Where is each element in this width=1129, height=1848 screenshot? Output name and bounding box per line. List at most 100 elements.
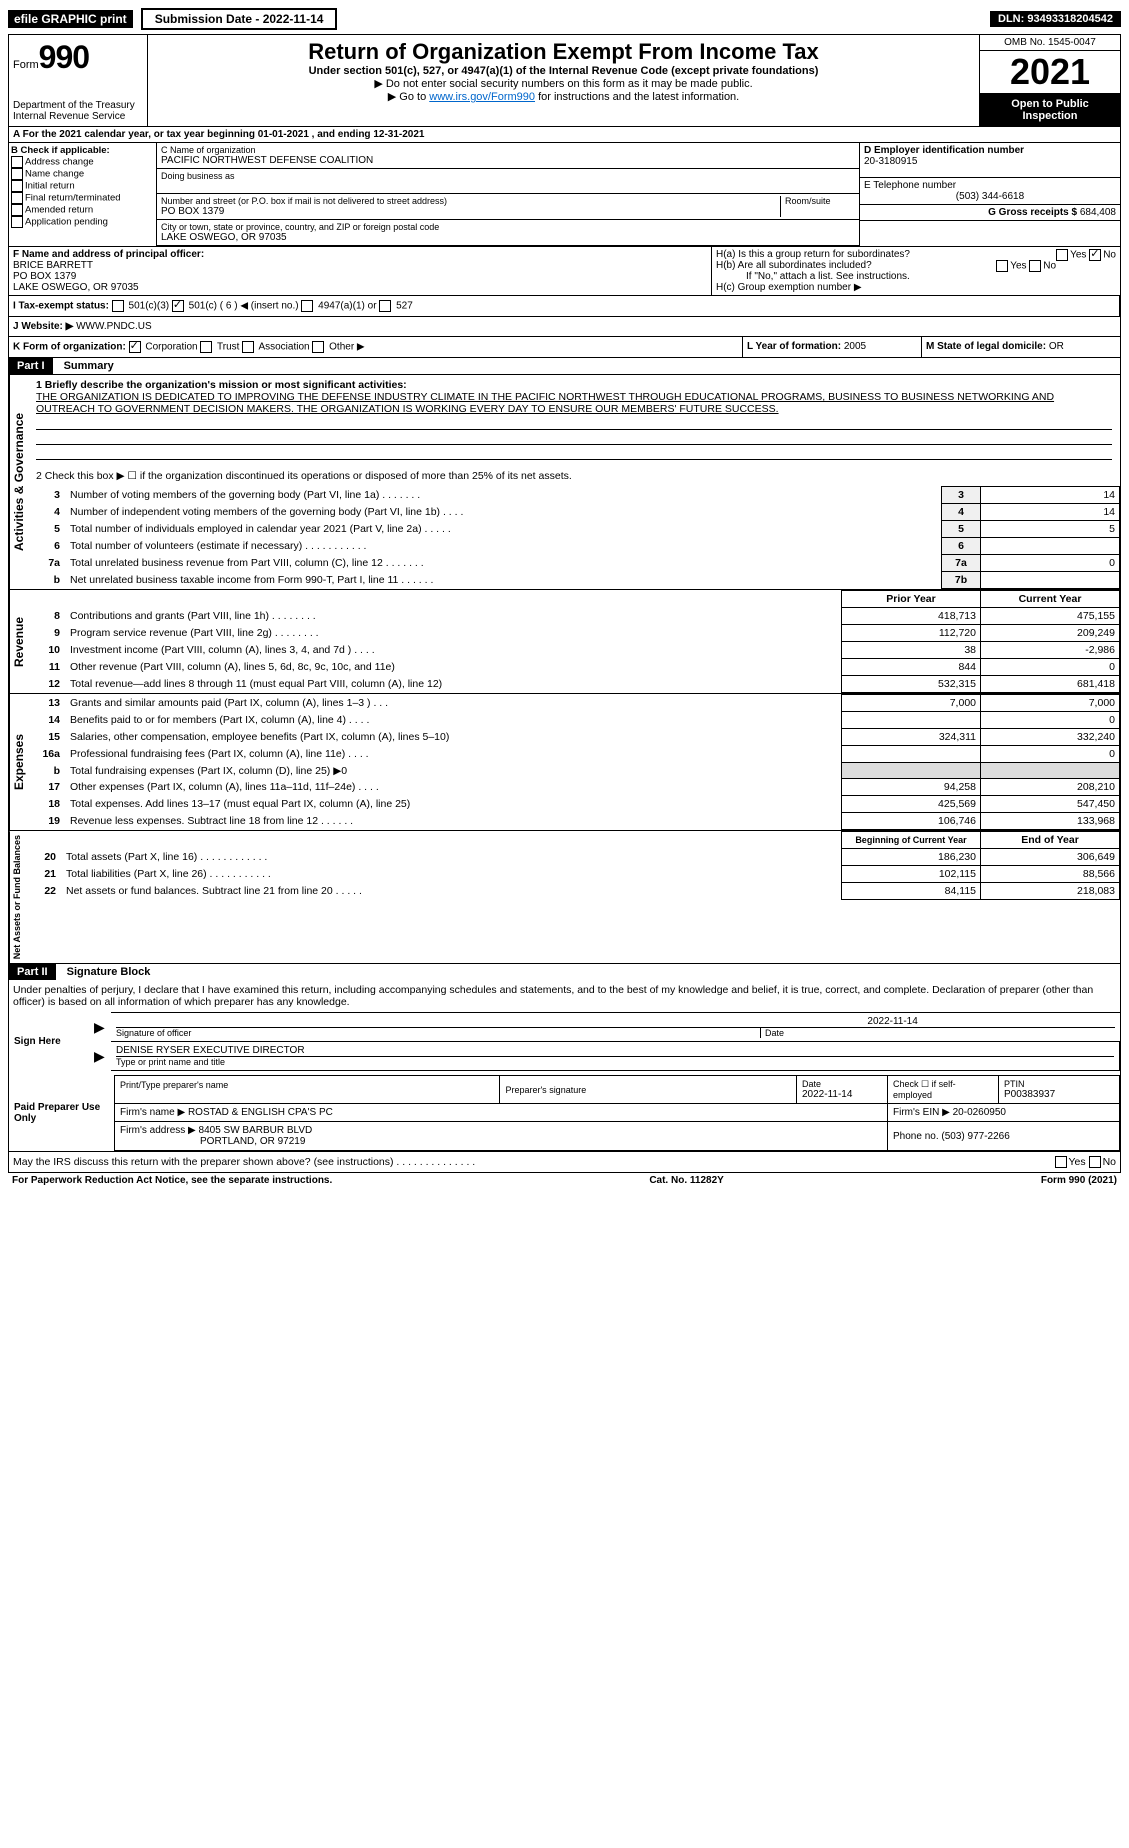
- part-2: Part II Signature Block: [9, 963, 1120, 980]
- room-label: Room/suite: [785, 196, 855, 206]
- subtitle-2: ▶ Do not enter social security numbers o…: [152, 77, 975, 90]
- net-assets-table: Beginning of Current Year End of Year 20…: [24, 831, 1120, 900]
- section-b-row: B Check if applicable: Address change Na…: [9, 143, 1120, 246]
- table-row: 7aTotal unrelated business revenue from …: [28, 555, 1120, 572]
- dba-label: Doing business as: [161, 171, 855, 181]
- check-final[interactable]: Final return/terminated: [11, 192, 154, 204]
- submission-date: Submission Date - 2022-11-14: [141, 8, 338, 30]
- signature-table: Sign Here ▶ 2022-11-14 Signature of offi…: [9, 1012, 1120, 1071]
- table-row: 9Program service revenue (Part VIII, lin…: [28, 625, 1120, 642]
- section-l: L Year of formation: 2005: [743, 337, 922, 357]
- sig-date: 2022-11-14: [718, 1016, 1067, 1027]
- org-city: LAKE OSWEGO, OR 97035: [161, 232, 855, 243]
- dln: DLN: 93493318204542: [990, 11, 1121, 27]
- efile-label: efile GRAPHIC print: [8, 10, 133, 28]
- g-label: G Gross receipts $: [988, 207, 1077, 218]
- subtitle-3: ▶ Go to www.irs.gov/Form990 for instruct…: [152, 90, 975, 103]
- table-row: 14Benefits paid to or for members (Part …: [28, 712, 1120, 729]
- arrow-icon: ▶: [94, 1048, 105, 1064]
- officer-typed-name: DENISE RYSER EXECUTIVE DIRECTOR: [116, 1045, 1114, 1056]
- gross-receipts: 684,408: [1080, 207, 1116, 218]
- current-year-header: Current Year: [981, 591, 1120, 608]
- line1-label: 1 Briefly describe the organization's mi…: [36, 379, 1112, 391]
- dept-treasury: Department of the Treasury: [13, 100, 143, 111]
- check-amended[interactable]: Amended return: [11, 204, 154, 216]
- table-row: 4Number of independent voting members of…: [28, 504, 1120, 521]
- table-row: 13Grants and similar amounts paid (Part …: [28, 695, 1120, 712]
- firm-addr2: PORTLAND, OR 97219: [120, 1136, 305, 1147]
- check-self: Check ☐ if self-employed: [893, 1079, 993, 1100]
- preparer-table: Paid Preparer Use Only Print/Type prepar…: [9, 1075, 1120, 1151]
- table-row: 20Total assets (Part X, line 16) . . . .…: [24, 849, 1120, 866]
- officer-addr1: PO BOX 1379: [13, 271, 707, 282]
- officer-addr2: LAKE OSWEGO, OR 97035: [13, 282, 707, 293]
- h-a: H(a) Is this a group return for subordin…: [716, 249, 1116, 260]
- table-row: 10Investment income (Part VIII, column (…: [28, 642, 1120, 659]
- period-a: A For the 2021 calendar year, or tax yea…: [9, 127, 1120, 143]
- revenue-table: Prior Year Current Year 8Contributions a…: [28, 590, 1120, 693]
- form-ref: Form 990 (2021): [1041, 1175, 1117, 1186]
- ptin: P00383937: [1004, 1089, 1114, 1100]
- firm-name: ROSTAD & ENGLISH CPA'S PC: [188, 1107, 333, 1118]
- check-pending[interactable]: Application pending: [11, 216, 154, 228]
- date-label: Date: [760, 1028, 1114, 1038]
- rev-label: Revenue: [9, 590, 28, 693]
- table-row: 5Total number of individuals employed in…: [28, 521, 1120, 538]
- section-deg: D Employer identification number 20-3180…: [859, 143, 1120, 246]
- f-label: F Name and address of principal officer:: [13, 249, 707, 260]
- end-year-header: End of Year: [981, 832, 1120, 849]
- h-b: H(b) Are all subordinates included? Yes …: [716, 260, 1116, 271]
- part2-header: Part II: [9, 964, 56, 980]
- table-row: 21Total liabilities (Part X, line 26) . …: [24, 866, 1120, 883]
- phone: (503) 344-6618: [864, 191, 1116, 202]
- table-row: 6Total number of volunteers (estimate if…: [28, 538, 1120, 555]
- check-addr[interactable]: Address change: [11, 156, 154, 168]
- irs-link[interactable]: www.irs.gov/Form990: [429, 91, 535, 103]
- mission-text: THE ORGANIZATION IS DEDICATED TO IMPROVI…: [36, 391, 1112, 415]
- may-irs-row: May the IRS discuss this return with the…: [9, 1151, 1120, 1172]
- section-fh: F Name and address of principal officer:…: [9, 246, 1120, 295]
- check-name[interactable]: Name change: [11, 168, 154, 180]
- form-title: Return of Organization Exempt From Incom…: [152, 39, 975, 65]
- form-container: Form990 Department of the Treasury Inter…: [8, 34, 1121, 1173]
- table-row: 19Revenue less expenses. Subtract line 1…: [28, 813, 1120, 830]
- org-name: PACIFIC NORTHWEST DEFENSE COALITION: [161, 155, 855, 166]
- form-number: 990: [39, 39, 89, 75]
- arrow-icon: ▶: [94, 1019, 105, 1035]
- pra-notice: For Paperwork Reduction Act Notice, see …: [12, 1175, 332, 1186]
- prep-sig-label: Preparer's signature: [505, 1085, 791, 1095]
- header-center: Return of Organization Exempt From Incom…: [148, 35, 979, 126]
- expenses-table: 13Grants and similar amounts paid (Part …: [28, 694, 1120, 830]
- governance-table: 3Number of voting members of the governi…: [28, 486, 1120, 589]
- net-label: Net Assets or Fund Balances: [9, 831, 24, 963]
- subtitle-1: Under section 501(c), 527, or 4947(a)(1)…: [152, 65, 975, 77]
- section-c: C Name of organization PACIFIC NORTHWEST…: [157, 143, 859, 246]
- part-1: Part I Summary: [9, 357, 1120, 374]
- begin-year-header: Beginning of Current Year: [842, 832, 981, 849]
- irs-label: Internal Revenue Service: [13, 111, 143, 122]
- header-right: OMB No. 1545-0047 2021 Open to Public In…: [979, 35, 1120, 126]
- section-f: F Name and address of principal officer:…: [9, 247, 712, 295]
- sign-here: Sign Here: [9, 1013, 89, 1071]
- top-bar: efile GRAPHIC print Submission Date - 20…: [8, 8, 1121, 30]
- table-row: 22Net assets or fund balances. Subtract …: [24, 883, 1120, 900]
- form-prefix: Form: [13, 59, 39, 71]
- part2-title: Signature Block: [59, 966, 151, 978]
- table-row: bTotal fundraising expenses (Part IX, co…: [28, 763, 1120, 779]
- ein: 20-3180915: [864, 156, 1116, 167]
- section-j: J Website: ▶ WWW.PNDC.US: [9, 316, 1120, 336]
- form-header: Form990 Department of the Treasury Inter…: [9, 35, 1120, 127]
- open-public: Open to Public Inspection: [980, 94, 1120, 126]
- org-address: PO BOX 1379: [161, 206, 780, 217]
- type-name-label: Type or print name and title: [116, 1056, 1114, 1067]
- table-row: 17Other expenses (Part IX, column (A), l…: [28, 779, 1120, 796]
- omb-number: OMB No. 1545-0047: [980, 35, 1120, 51]
- section-b: B Check if applicable: Address change Na…: [9, 143, 157, 246]
- city-label: City or town, state or province, country…: [161, 222, 855, 232]
- sig-officer-label: Signature of officer: [116, 1028, 760, 1038]
- table-row: 12Total revenue—add lines 8 through 11 (…: [28, 676, 1120, 693]
- tax-year: 2021: [980, 51, 1120, 94]
- check-initial[interactable]: Initial return: [11, 180, 154, 192]
- h-c: H(c) Group exemption number ▶: [716, 282, 1116, 293]
- exp-label: Expenses: [9, 694, 28, 830]
